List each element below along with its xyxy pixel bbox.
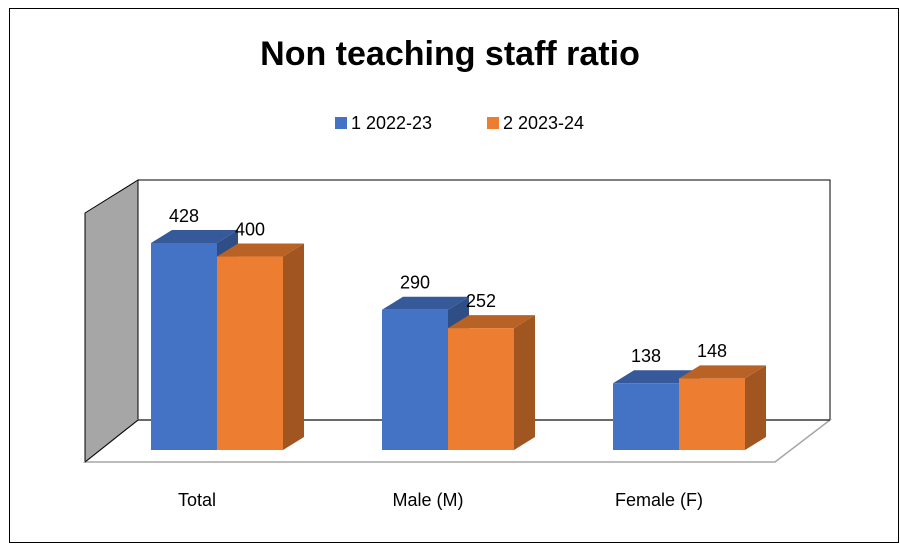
data-label: 290 <box>400 272 430 292</box>
data-label: 428 <box>169 206 199 226</box>
bar <box>217 256 283 450</box>
bar-top <box>151 230 238 243</box>
bar-top <box>448 315 535 329</box>
bar <box>382 309 448 450</box>
bar-side <box>283 243 304 450</box>
bar-top <box>217 243 304 257</box>
legend-label: 2 2023-24 <box>503 113 584 133</box>
data-label: 148 <box>697 341 727 361</box>
bar-top <box>679 365 766 379</box>
data-label: 138 <box>631 346 661 366</box>
bar-top <box>382 296 469 310</box>
legend-label: 1 2022-23 <box>351 113 432 133</box>
x-tick-label: Total <box>178 490 216 510</box>
x-tick-label: Female (F) <box>615 490 703 510</box>
chart-title: Non teaching staff ratio <box>260 35 640 73</box>
bar <box>679 378 745 450</box>
side-wall <box>84 179 139 464</box>
back-wall <box>138 179 831 420</box>
bar <box>151 243 217 450</box>
bar-side <box>514 315 535 450</box>
bar <box>613 383 679 450</box>
bar-top <box>613 370 700 384</box>
data-label: 400 <box>235 219 265 239</box>
legend-swatch <box>487 117 499 129</box>
legend-swatch <box>335 117 347 129</box>
bar <box>448 328 514 450</box>
data-label: 252 <box>466 291 496 311</box>
x-tick-label: Male (M) <box>393 490 464 510</box>
floor-edge <box>84 419 139 463</box>
bar-side <box>745 365 766 450</box>
